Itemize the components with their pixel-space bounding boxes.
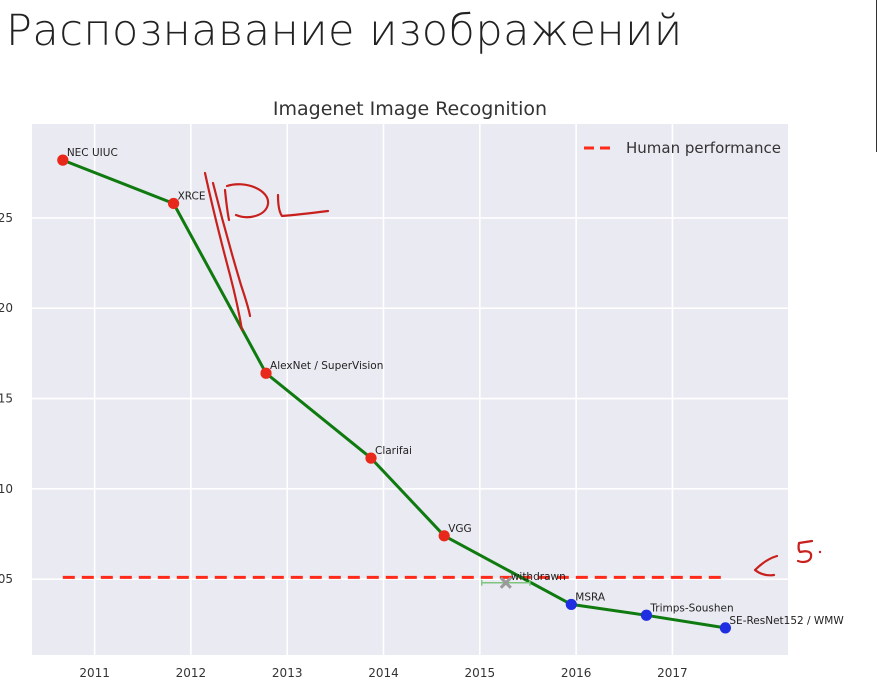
data-label: NEC UIUC [67, 147, 118, 159]
ink-stroke [223, 188, 231, 222]
data-label: Trimps-Soushen [649, 602, 733, 614]
data-point [640, 609, 653, 621]
ink-stroke [225, 183, 270, 219]
x-tick-label: 2012 [176, 666, 207, 680]
data-label: XRCE [178, 190, 206, 202]
window-edge-divider [876, 0, 877, 152]
handwritten-annotations [203, 171, 822, 577]
y-tick-label: 25 [0, 211, 13, 225]
x-tick-label: 2015 [465, 666, 496, 680]
chart-legend: Human performance [584, 139, 781, 157]
slide-title: Распознавание изображений [6, 6, 683, 56]
data-point [365, 452, 377, 464]
data-label: SE-ResNet152 / WMW [729, 615, 844, 627]
x-tick-label: 2017 [657, 666, 688, 680]
x-tick-label: 2014 [368, 666, 399, 680]
y-tick-label: 20 [0, 301, 13, 315]
error-rate-line [62, 158, 726, 630]
x-tick-label: 2016 [561, 666, 592, 680]
ink-stroke [753, 554, 779, 577]
plot-background [32, 124, 788, 655]
data-point [260, 367, 272, 379]
data-point [167, 197, 180, 210]
x-tick-label: 2011 [79, 666, 110, 680]
data-point [438, 530, 450, 542]
y-tick-label: 15 [0, 392, 13, 406]
withdrawn-label: withdrawn [511, 571, 566, 583]
data-label: Clarifai [375, 445, 412, 457]
y-tick-label: 10 [0, 482, 13, 496]
ink-stroke [796, 539, 814, 564]
data-point [57, 154, 69, 166]
ink-stroke [211, 181, 252, 318]
data-label: AlexNet / SuperVision [270, 360, 383, 372]
data-point [565, 598, 577, 611]
withdrawn-marker [499, 576, 512, 589]
data-point [719, 622, 732, 634]
data-label: MSRA [575, 591, 606, 603]
x-tick-label: 2013 [272, 666, 303, 680]
legend-label: Human performance [626, 139, 781, 157]
ink-stroke [276, 193, 330, 218]
ink-dot [818, 550, 822, 554]
y-tick-label: 05 [0, 572, 13, 586]
ink-stroke [203, 171, 244, 332]
data-label: VGG [448, 523, 471, 535]
chart-title: Imagenet Image Recognition [273, 98, 547, 120]
